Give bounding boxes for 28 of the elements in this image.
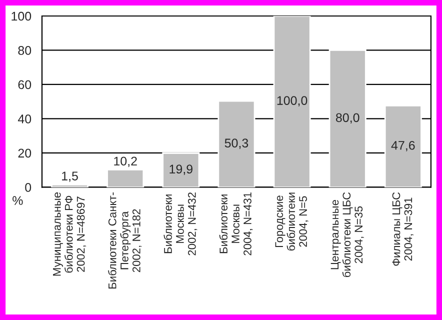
y-tick-label: 80	[18, 46, 32, 55]
y-tick-label: 20	[18, 148, 32, 158]
data-label: 100,0	[277, 96, 308, 106]
y-tick-label: 0	[25, 183, 32, 192]
x-tick-label: Центральные библиотеки ЦБС 2004, N=35	[330, 192, 364, 278]
bar	[328, 50, 366, 188]
data-label: 10,2	[114, 156, 137, 168]
data-label: 47,6	[391, 140, 415, 152]
bar	[106, 169, 144, 188]
bar	[218, 100, 256, 188]
data-label: 80,0	[336, 113, 360, 124]
y-tick-label: 60	[18, 80, 32, 90]
x-tick-label: Библиотеки Санкт- Петербурга 2002, N=182	[108, 192, 142, 289]
data-label: 50,3	[224, 138, 248, 149]
data-label: 19,9	[170, 164, 192, 175]
bar	[273, 16, 311, 188]
y-tick-label: 100	[12, 12, 32, 21]
bar	[51, 184, 89, 188]
y-tick-label: 40	[18, 114, 32, 124]
bar	[384, 105, 422, 188]
x-tick-label: Библиотеки Москвы 2002, N=432	[164, 192, 198, 256]
data-label: 1,5	[62, 172, 78, 182]
x-tick-label: Городские библиотеки 2004, N=5	[275, 192, 308, 251]
y-axis-title: %	[12, 196, 23, 205]
x-tick-label: Муниципальные библиотеки РФ 2002, N=48697	[53, 192, 86, 276]
bar	[162, 152, 200, 188]
x-tick-label: Библиотеки Москвы 2004, N=431	[219, 192, 253, 256]
x-tick-label: Филиалы ЦБС 2004, N=391	[392, 192, 414, 266]
